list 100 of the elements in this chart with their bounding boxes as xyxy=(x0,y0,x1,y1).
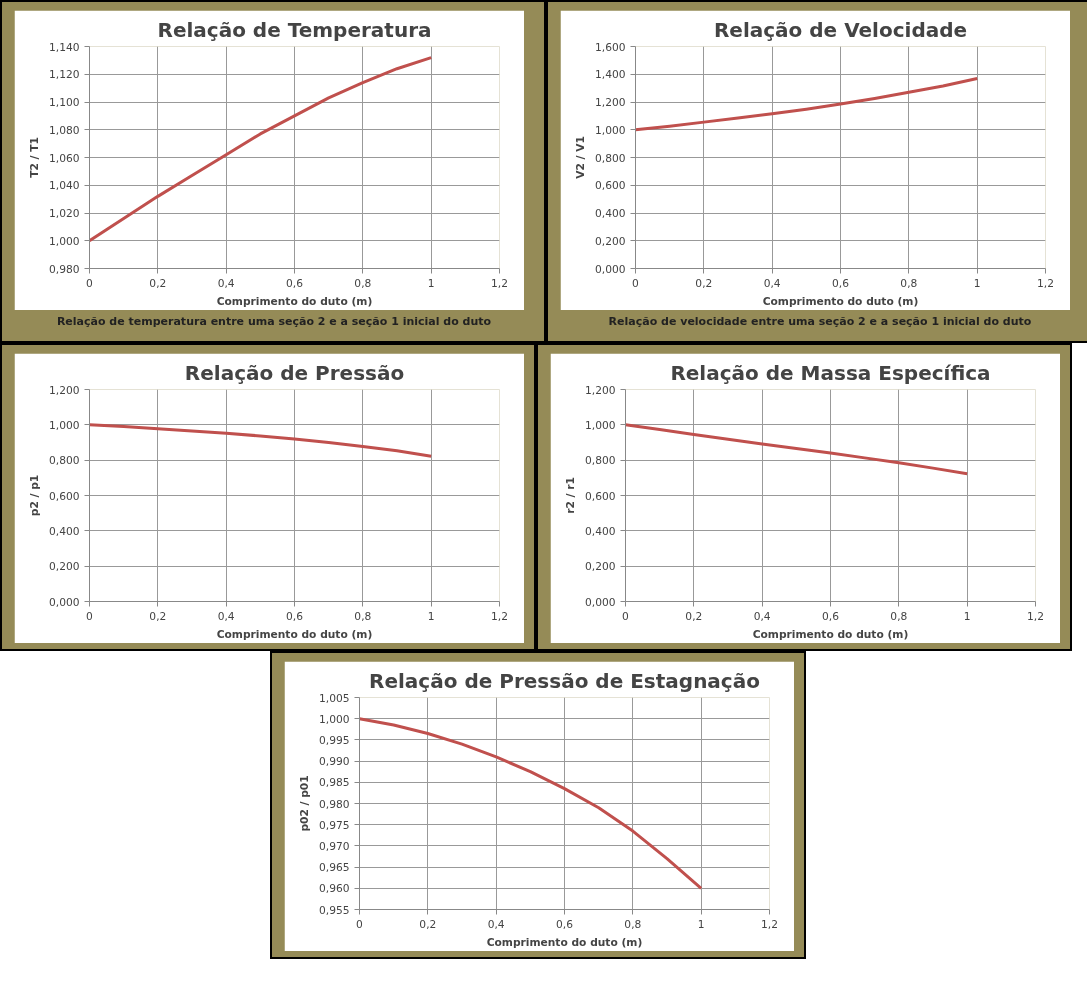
x-tick-label: 0,2 xyxy=(685,609,703,623)
chart-title: Relação de Pressão de Estagnação xyxy=(369,668,760,693)
x-tick-label: 0,2 xyxy=(149,276,167,290)
y-tick-label: 0,800 xyxy=(594,151,626,165)
y-tick-label: 0,600 xyxy=(48,489,80,503)
x-tick-label: 0,6 xyxy=(286,276,304,290)
line-series xyxy=(359,716,703,890)
x-tick-label: 1,2 xyxy=(491,609,508,623)
x-tick-label: 0,8 xyxy=(624,917,642,931)
y-tick-label: 0,980 xyxy=(318,797,350,811)
x-axis-title: Comprimento do duto (m) xyxy=(216,627,373,641)
y-tick-label: 0,970 xyxy=(318,839,350,853)
y-tick-label: 0,600 xyxy=(594,179,626,193)
y-tick-label: 0,400 xyxy=(594,207,626,220)
x-tick-label: 1,2 xyxy=(1037,276,1054,290)
x-tick-label: 0,6 xyxy=(822,609,840,623)
x-tick-label: 0,2 xyxy=(149,609,167,623)
y-tick-label: 1,080 xyxy=(48,123,80,137)
x-tick-label: 0,6 xyxy=(286,609,304,623)
x-tick-label: 0,8 xyxy=(354,609,372,623)
y-tick-label: 1,020 xyxy=(48,207,80,220)
y-tick-label: 0,800 xyxy=(584,453,616,467)
y-tick-label: 0,600 xyxy=(584,489,616,503)
x-axis-title: Comprimento do duto (m) xyxy=(486,935,643,949)
y-tick-label: 0,200 xyxy=(584,559,616,573)
x-axis-title: Comprimento do duto (m) xyxy=(752,627,909,641)
text: Relação de temperatura entre uma seção 2 e a seção 1 inicial do duto xyxy=(56,314,492,330)
x-tick-label: 1 xyxy=(697,917,705,931)
line-series xyxy=(89,56,433,243)
x-tick-label: 0,2 xyxy=(695,276,713,290)
x-tick-label: 0,4 xyxy=(217,276,235,290)
chart-title: Relação de Massa Específica xyxy=(670,360,991,385)
x-tick-label: 0,4 xyxy=(217,609,235,623)
x-tick-label: 0,8 xyxy=(354,276,372,290)
y-tick-label: 0,000 xyxy=(584,595,616,609)
x-tick-label: 0,4 xyxy=(753,609,771,623)
y-axis-title: V2 / V1 xyxy=(573,136,587,179)
x-tick-label: 0 xyxy=(356,917,364,931)
y-tick-label: 0,960 xyxy=(318,882,350,895)
x-axis-title: Comprimento do duto (m) xyxy=(216,294,373,308)
x-tick-label: 1 xyxy=(963,609,971,623)
chart-title: Relação de Pressão xyxy=(184,360,405,385)
x-tick-label: 1 xyxy=(427,609,435,623)
y-tick-label: 1,140 xyxy=(48,40,80,54)
y-tick-label: 0,990 xyxy=(318,754,350,768)
y-tick-label: 0,955 xyxy=(318,903,350,917)
x-tick-label: 0 xyxy=(86,276,94,290)
y-tick-label: 1,200 xyxy=(584,383,616,397)
x-tick-label: 0,6 xyxy=(832,276,850,290)
y-tick-label: 0,985 xyxy=(318,776,350,789)
y-axis-title: p2 / p1 xyxy=(27,474,41,516)
y-tick-label: 1,060 xyxy=(48,151,80,165)
x-tick-label: 1,2 xyxy=(1027,609,1044,623)
y-tick-label: 1,100 xyxy=(48,96,80,109)
y-tick-label: 0,965 xyxy=(318,860,350,874)
x-tick-label: 0 xyxy=(622,609,630,623)
y-tick-label: 1,000 xyxy=(48,234,80,248)
x-tick-label: 1,2 xyxy=(491,276,508,290)
y-axis-title: T2 / T1 xyxy=(27,137,41,178)
line-series xyxy=(635,76,979,132)
x-tick-label: 0 xyxy=(86,609,94,623)
y-axis-title: p02 / p01 xyxy=(297,775,311,832)
x-tick-label: 0,8 xyxy=(890,609,908,623)
x-tick-label: 1,2 xyxy=(761,917,778,931)
y-tick-label: 1,040 xyxy=(48,179,80,193)
text: Relação de velocidade entre uma seção 2 e a seção 1 inicial do duto xyxy=(608,314,1032,330)
y-tick-label: 1,005 xyxy=(318,691,350,705)
y-tick-label: 1,120 xyxy=(48,68,80,82)
x-tick-label: 0 xyxy=(632,276,640,290)
y-tick-label: 1,200 xyxy=(594,96,626,109)
y-tick-label: 1,000 xyxy=(594,123,626,137)
y-tick-label: 1,000 xyxy=(584,418,616,432)
y-axis-title: r2 / r1 xyxy=(563,476,577,514)
y-tick-label: 1,000 xyxy=(318,712,350,726)
y-tick-label: 1,200 xyxy=(48,383,80,397)
y-tick-label: 0,200 xyxy=(48,559,80,573)
y-tick-label: 0,400 xyxy=(48,524,80,538)
y-tick-label: 1,400 xyxy=(594,68,626,82)
x-tick-label: 0,4 xyxy=(487,917,505,931)
y-tick-label: 0,000 xyxy=(48,595,80,609)
y-tick-label: 1,000 xyxy=(48,418,80,432)
chart-title: Relação de Temperatura xyxy=(157,17,432,42)
y-tick-label: 1,600 xyxy=(594,40,626,54)
y-tick-label: 0,980 xyxy=(48,262,80,276)
y-tick-label: 0,975 xyxy=(318,818,350,832)
x-tick-label: 0,4 xyxy=(763,276,781,290)
x-tick-label: 1 xyxy=(973,276,981,290)
y-tick-label: 0,400 xyxy=(584,524,616,538)
x-axis-title: Comprimento do duto (m) xyxy=(762,294,919,308)
y-tick-label: 0,800 xyxy=(48,453,80,467)
line-series xyxy=(89,423,433,458)
x-tick-label: 0,6 xyxy=(556,917,574,931)
y-tick-label: 0,995 xyxy=(318,733,350,747)
line-series xyxy=(625,423,969,475)
y-tick-label: 0,000 xyxy=(594,262,626,276)
x-tick-label: 0,8 xyxy=(900,276,918,290)
chart-title: Relação de Velocidade xyxy=(713,17,968,42)
y-tick-label: 0,200 xyxy=(594,234,626,248)
x-tick-label: 1 xyxy=(427,276,435,290)
x-tick-label: 0,2 xyxy=(419,917,437,931)
